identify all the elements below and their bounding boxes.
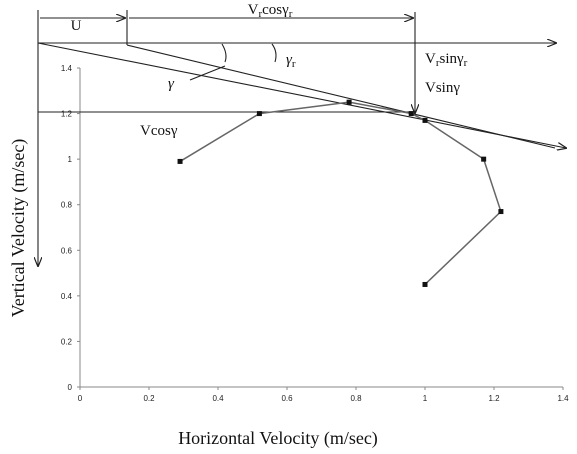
pointer: [189, 65, 226, 81]
data-point: [422, 281, 428, 287]
subscript: r: [436, 57, 440, 69]
x-tick-label: 0.4: [212, 394, 224, 403]
data-point: [256, 111, 262, 117]
annotation-text: V: [248, 2, 259, 18]
annotation-text: U: [71, 18, 82, 34]
annotation-text: V: [425, 51, 436, 67]
y-tick-label: 0.4: [61, 292, 73, 301]
annotation: U: [71, 18, 82, 34]
y-tick-label: 0.8: [61, 201, 73, 210]
annotation-text: γ: [286, 52, 293, 68]
vector-diagram: [38, 10, 566, 266]
annotation: γr: [286, 52, 296, 70]
y-tick-label: 0.2: [61, 337, 73, 346]
annotation-text: cosγ: [262, 2, 289, 18]
y-tick-label: 1.2: [61, 110, 73, 119]
x-axis-label: Horizontal Velocity (m/sec): [178, 428, 378, 449]
axes: [79, 68, 563, 388]
subscript: r: [292, 58, 296, 70]
x-tick-label: 0: [78, 394, 83, 403]
x-tick-label: 1.4: [557, 394, 569, 403]
data-point: [346, 99, 352, 105]
subscript: r: [289, 8, 293, 20]
subscript: r: [258, 8, 262, 20]
subscript: r: [464, 57, 468, 69]
data-line: [179, 101, 502, 286]
arc: [271, 43, 277, 63]
data-point: [177, 158, 183, 164]
x-tick-label: 1.2: [488, 394, 500, 403]
data-point: [422, 117, 428, 123]
annotation-text: Vsinγ: [425, 80, 460, 96]
annotation: Vrcosγr: [248, 2, 293, 20]
y-axis-label: Vertical Velocity (m/sec): [8, 139, 29, 318]
y-tick-label: 0: [68, 383, 73, 392]
annotation: Vcosγ: [140, 123, 178, 139]
data-point: [498, 209, 504, 215]
x-tick-label: 0.2: [143, 394, 155, 403]
annotation: Vrsinγr: [425, 51, 468, 69]
line: [126, 44, 556, 149]
annotation: γ: [168, 76, 175, 92]
arc: [221, 43, 227, 63]
arrow: [37, 42, 566, 148]
x-tick-label: 0.8: [350, 394, 362, 403]
y-tick-label: 0.6: [61, 246, 73, 255]
annotation-text: sinγ: [440, 51, 465, 67]
annotation-text: γ: [168, 76, 175, 92]
y-tick-label: 1: [68, 155, 73, 164]
x-tick-label: 0.6: [281, 394, 293, 403]
data-point: [408, 111, 414, 117]
annotation-text: Vcosγ: [140, 123, 178, 139]
annotation: Vsinγ: [425, 80, 460, 96]
x-tick-label: 1: [423, 394, 428, 403]
y-tick-label: 1.4: [61, 64, 73, 73]
data-point: [481, 156, 487, 162]
